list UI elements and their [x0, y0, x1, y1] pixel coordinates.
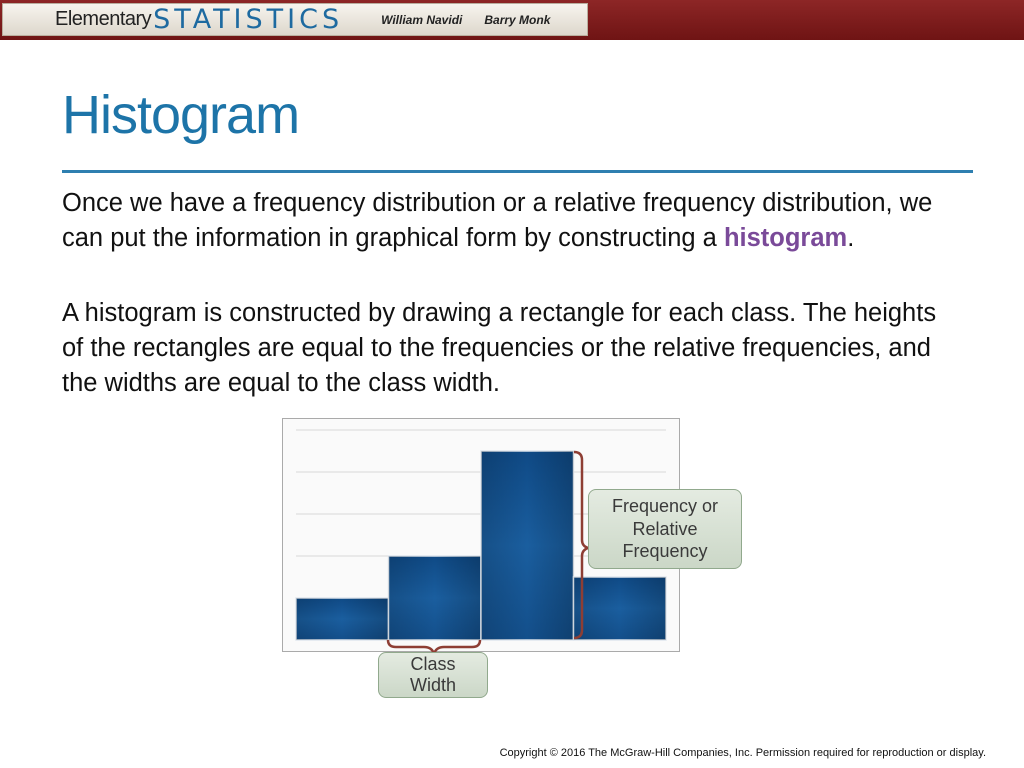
- book-brand: Elementary STATISTICS William Navidi Bar…: [2, 3, 588, 36]
- paragraph-1: Once we have a frequency distribution or…: [62, 186, 962, 256]
- histogram-bar-shade-1: [296, 598, 389, 640]
- class-width-line-2: Width: [409, 675, 456, 695]
- paragraph-2: A histogram is constructed by drawing a …: [62, 299, 937, 397]
- header-bar: Elementary STATISTICS William Navidi Bar…: [0, 0, 1024, 40]
- paragraph-1-end: .: [847, 224, 855, 252]
- frequency-callout-line-2: Relative: [632, 518, 698, 539]
- copyright-notice: Copyright © 2016 The McGraw-Hill Compani…: [499, 747, 986, 759]
- author-navidi: William Navidi: [381, 12, 463, 27]
- title-underline: [62, 170, 973, 173]
- brand-statistics: STATISTICS: [153, 4, 344, 35]
- frequency-callout: Frequency or Relative Frequency: [588, 489, 742, 569]
- brand-word: Elementary: [55, 8, 152, 30]
- frequency-callout-line-1: Frequency or: [611, 496, 719, 517]
- frequency-callout-line-3: Frequency: [622, 541, 708, 562]
- histogram-bar-shade-4: [573, 577, 666, 640]
- author-monk: Barry Monk: [484, 12, 551, 27]
- class-width-line-1: Class: [410, 653, 456, 674]
- class-width-callout: Class Width: [378, 652, 488, 698]
- paragraph-1-text: Once we have a frequency distribution or…: [62, 189, 933, 252]
- keyword-histogram: histogram: [723, 224, 848, 252]
- slide-title: Histogram: [62, 85, 300, 145]
- histogram-bar-shade-2: [388, 556, 481, 640]
- histogram-bar-shade-3: [481, 451, 574, 640]
